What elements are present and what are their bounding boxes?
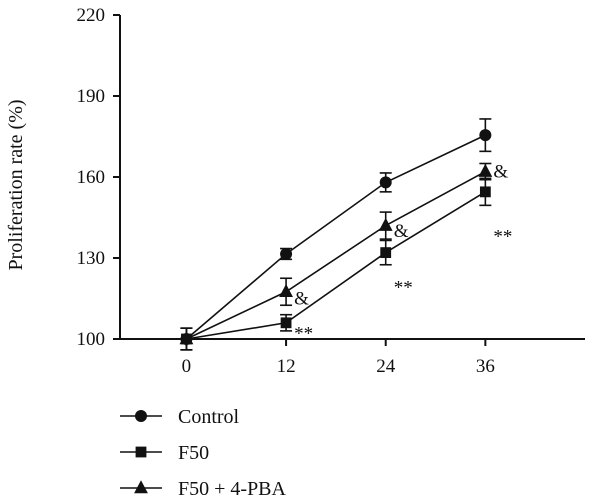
data-point: [280, 247, 293, 260]
series-control: [180, 118, 492, 351]
significance-annotation: **: [394, 278, 413, 299]
x-tick-label: 24: [376, 356, 396, 377]
data-point: [179, 331, 194, 345]
series-line: [186, 170, 486, 340]
series-f50: [180, 177, 492, 351]
significance-annotation: **: [294, 324, 313, 345]
data-point: [479, 186, 491, 198]
annotations: & ** & ** & **: [294, 162, 512, 345]
data-point: [280, 317, 292, 329]
legend-marker: [135, 410, 147, 422]
significance-annotation: &: [394, 221, 409, 242]
axes: 100 130 160 190 220 0 12 24 36: [77, 5, 585, 377]
legend-marker: [134, 480, 148, 494]
y-tick-label: 100: [77, 329, 106, 350]
significance-annotation: &: [493, 162, 508, 183]
data-point: [379, 176, 392, 189]
data-point: [479, 129, 492, 142]
data-point: [478, 163, 493, 177]
x-tick-label: 12: [277, 356, 296, 377]
y-tick-label: 160: [77, 167, 106, 188]
data-point: [378, 217, 393, 231]
y-axis-title: Proliferation rate (%): [5, 99, 27, 270]
series-f50-4-pba: [179, 162, 493, 351]
legend-label: F50: [178, 442, 209, 464]
series-line: [186, 191, 486, 340]
y-tick-label: 190: [77, 86, 106, 107]
legend-marker: [135, 446, 147, 458]
legend-label: F50 + 4-PBA: [178, 478, 287, 497]
legend-item: Control: [120, 406, 240, 428]
significance-annotation: &: [294, 289, 309, 310]
x-tick-label: 36: [476, 356, 495, 377]
series-layer: [179, 118, 493, 351]
series-line: [185, 134, 486, 340]
legend-item: F50 + 4-PBA: [120, 478, 287, 497]
x-tick-label: 0: [182, 356, 192, 377]
y-tick-label: 130: [77, 248, 106, 269]
data-point: [380, 247, 392, 258]
legend: Control F50 F50 + 4-PBA: [120, 406, 287, 497]
legend-item: F50: [120, 442, 209, 464]
significance-annotation: **: [493, 226, 512, 247]
data-point: [279, 283, 293, 298]
legend-label: Control: [178, 406, 240, 428]
y-tick-label: 220: [77, 5, 106, 26]
